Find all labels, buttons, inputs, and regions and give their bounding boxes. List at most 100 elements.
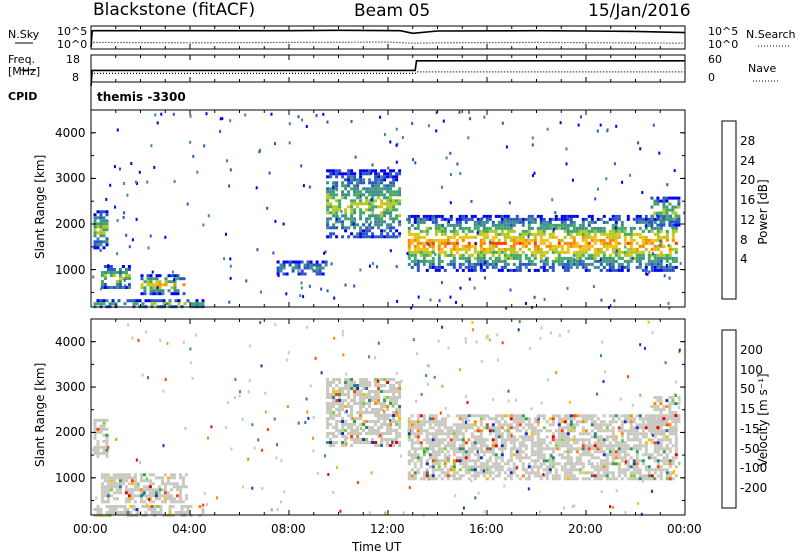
- heatmap-cell: [674, 211, 678, 215]
- heatmap-cell: [395, 420, 399, 423]
- heatmap-cell: [521, 241, 525, 245]
- heatmap-cell: [151, 473, 155, 477]
- heatmap-cell: [458, 477, 462, 481]
- heatmap-cell: [371, 190, 375, 194]
- heatmap-cell: [467, 229, 471, 233]
- heatmap-cell: [560, 223, 564, 227]
- heatmap-cell: [461, 226, 465, 230]
- heatmap-cell: [359, 178, 363, 182]
- heatmap-cell: [282, 263, 286, 267]
- heatmap-cell: [461, 229, 465, 233]
- heatmap-cell: [455, 250, 459, 254]
- heatmap-cell: [93, 424, 97, 428]
- heatmap-cell: [563, 450, 567, 454]
- heatmap-cell: [470, 199, 473, 203]
- heatmap-cell: [279, 266, 283, 270]
- heatmap-cell: [572, 474, 576, 478]
- heatmap-cell: [181, 500, 185, 504]
- heatmap-cell: [613, 299, 616, 303]
- heatmap-cell: [638, 259, 642, 263]
- heatmap-cell: [389, 438, 393, 441]
- heatmap-cell: [365, 438, 369, 441]
- heatmap-cell: [468, 110, 470, 114]
- heatmap-cell: [563, 235, 567, 239]
- heatmap-cell: [118, 482, 122, 486]
- heatmap-cell: [662, 456, 666, 460]
- heatmap-cell: [611, 429, 615, 433]
- heatmap-cell: [668, 196, 672, 200]
- heatmap-cell: [369, 395, 372, 399]
- heatmap-cell: [503, 471, 507, 475]
- heatmap-cell: [102, 246, 106, 250]
- heatmap-cell: [329, 187, 333, 191]
- heatmap-cell: [365, 172, 369, 176]
- heatmap-cell: [96, 216, 100, 220]
- velocity-colorbar-frame: [721, 329, 737, 509]
- heatmap-cell: [494, 432, 498, 436]
- heatmap-cell: [311, 267, 314, 271]
- heatmap-cell: [524, 444, 528, 448]
- heatmap-cell: [545, 447, 549, 451]
- heatmap-cell: [524, 429, 528, 433]
- heatmap-cell: [572, 426, 576, 430]
- heatmap-cell: [551, 477, 555, 481]
- heatmap-cell: [510, 434, 513, 438]
- heatmap-cell: [395, 143, 398, 147]
- heatmap-cell: [380, 414, 384, 417]
- heatmap-cell: [112, 479, 116, 483]
- heatmap-cell: [662, 459, 666, 463]
- heatmap-cell: [416, 417, 420, 421]
- heatmap-cell: [377, 193, 381, 197]
- heatmap-cell: [479, 238, 483, 242]
- heatmap-cell: [464, 441, 468, 445]
- heatmap-cell: [560, 220, 564, 224]
- heatmap-cell: [508, 201, 511, 205]
- heatmap-cell: [542, 241, 546, 245]
- heatmap-cell: [629, 420, 633, 424]
- heatmap-cell: [452, 432, 456, 436]
- heatmap-cell: [147, 246, 150, 250]
- heatmap-cell: [458, 456, 462, 460]
- heatmap-cell: [527, 456, 531, 460]
- heatmap-cell: [280, 459, 283, 463]
- heatmap-cell: [629, 471, 633, 475]
- heatmap-cell: [425, 471, 429, 475]
- heatmap-cell: [476, 465, 480, 469]
- heatmap-cell: [536, 438, 540, 442]
- heatmap-cell: [539, 414, 543, 418]
- heatmap-cell: [326, 420, 330, 423]
- heatmap-cell: [350, 378, 354, 381]
- heatmap-cell: [440, 420, 444, 424]
- heatmap-cell: [109, 286, 113, 289]
- heatmap-cell: [581, 466, 584, 470]
- heatmap-cell: [133, 476, 137, 480]
- heatmap-cell: [500, 229, 504, 233]
- colorbars: [721, 120, 737, 509]
- heatmap-cell: [318, 263, 322, 267]
- heatmap-cell: [326, 384, 330, 387]
- heatmap-cell: [562, 265, 564, 269]
- heatmap-cell: [479, 456, 483, 460]
- heatmap-cell: [509, 432, 513, 436]
- heatmap-cell: [617, 262, 621, 266]
- heatmap-cell: [462, 452, 465, 456]
- heatmap-cell: [494, 265, 498, 269]
- heatmap-cell: [614, 444, 618, 448]
- heatmap-cell: [133, 500, 137, 504]
- heatmap-cell: [668, 208, 672, 212]
- heatmap-cell: [623, 429, 627, 433]
- heatmap-cell: [439, 411, 442, 415]
- heatmap-cell: [365, 190, 369, 194]
- heatmap-cell: [479, 441, 483, 445]
- heatmap-cell: [461, 256, 465, 260]
- heatmap-cell: [539, 223, 543, 227]
- heatmap-cell: [434, 429, 438, 433]
- heatmap-cell: [291, 266, 295, 270]
- heatmap-cell: [629, 253, 633, 257]
- heatmap-cell: [105, 222, 109, 226]
- heatmap-cell: [329, 396, 333, 399]
- heatmap-cell: [353, 417, 357, 420]
- heatmap-cell: [120, 511, 124, 514]
- heatmap-cell: [605, 474, 609, 478]
- heatmap-cell: [479, 468, 483, 472]
